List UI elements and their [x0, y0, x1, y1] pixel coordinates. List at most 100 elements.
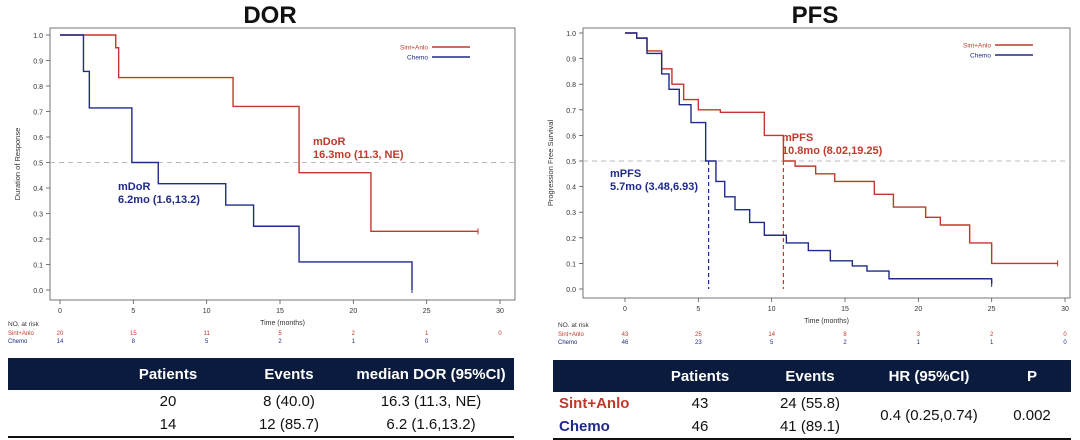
x-tick-label: 15 [841, 306, 849, 313]
risk-value: 2 [278, 339, 282, 345]
pfs-hr-cell: 0.4 (0.25,0.74) [880, 406, 978, 424]
risk-value: 2 [352, 331, 356, 337]
x-tick-label: 30 [1061, 306, 1069, 313]
risk-table-label: NO. at risk [558, 322, 589, 329]
y-tick-label: 0.4 [33, 186, 43, 193]
x-tick-label: 15 [276, 308, 284, 315]
risk-value: 14 [768, 332, 775, 338]
x-tick-label: 5 [696, 306, 700, 313]
median-annotation: 10.8mo (8.02,19.25) [782, 145, 883, 157]
risk-row-name: Chemo [558, 340, 578, 346]
risk-value: 43 [622, 332, 629, 338]
x-tick-label: 20 [914, 306, 922, 313]
risk-value: 14 [57, 339, 64, 345]
y-tick-label: 0.9 [566, 57, 576, 64]
dor-row-label [8, 390, 106, 413]
risk-value: 8 [132, 339, 136, 345]
median-annotation: 5.7mo (3.48,6.93) [610, 181, 698, 193]
plot-frame [49, 27, 516, 301]
risk-value: 5 [205, 339, 209, 345]
risk-value: 3 [917, 332, 921, 338]
median-annotation: mPFS [782, 132, 813, 144]
pfs-events-cell: 24 (55.8) [779, 395, 841, 412]
pfs-header-events: Events [755, 360, 865, 392]
risk-value: 5 [278, 331, 282, 337]
pfs-header-p: P [993, 360, 1071, 392]
risk-value: 0 [425, 339, 429, 345]
risk-value: 0 [498, 331, 502, 337]
y-tick-label: 0.2 [566, 236, 576, 243]
risk-row-name: Sint+Anlo [558, 332, 585, 338]
risk-value: 1 [917, 340, 921, 346]
y-tick-label: 0.8 [33, 84, 43, 91]
pfs-header-hr: HR (95%CI) [865, 360, 993, 392]
pfs-table-corner [553, 360, 645, 392]
dor-row-label [8, 413, 106, 437]
x-tick-label: 10 [768, 306, 776, 313]
x-tick-label: 5 [131, 308, 135, 315]
y-tick-label: 0.0 [33, 288, 43, 295]
x-tick-label: 0 [58, 308, 62, 315]
pfs-row-label-sint: Sint+Anlo [559, 395, 630, 412]
y-tick-label: 0.4 [566, 185, 576, 192]
y-tick-label: 0.1 [33, 263, 43, 270]
series-line-chemo [625, 32, 993, 284]
y-tick-label: 0.6 [33, 135, 43, 142]
y-tick-label: 0.9 [33, 59, 43, 66]
legend-label: Sint+Anlo [400, 45, 428, 52]
dor-table: Patients Events median DOR (95%CI) 20 8 … [8, 358, 514, 438]
risk-row-name: Sint+Anlo [8, 331, 35, 337]
dor-median-cell: 6.2 (1.6,13.2) [386, 416, 476, 433]
risk-row-name: Chemo [8, 339, 28, 345]
legend-label: Chemo [407, 55, 428, 62]
risk-value: 11 [204, 331, 211, 337]
series-line-sint [625, 32, 1058, 265]
risk-value: 2 [990, 332, 994, 338]
x-tick-label: 0 [623, 306, 627, 313]
y-tick-label: 0.6 [566, 133, 576, 140]
x-tick-label: 10 [203, 308, 211, 315]
y-tick-label: 0.8 [566, 82, 576, 89]
x-tick-label: 25 [423, 308, 431, 315]
risk-value: 5 [770, 340, 774, 346]
dor-events-cell: 12 (85.7) [258, 416, 320, 433]
table-row: Sint+Anlo 43 24 (55.8) 0.4 (0.25,0.74) 0… [553, 392, 1071, 424]
risk-value: 20 [57, 331, 64, 337]
y-tick-label: 0.0 [566, 287, 576, 294]
risk-value: 46 [622, 340, 629, 346]
risk-table-label: NO. at risk [8, 321, 39, 328]
table-row: 14 12 (85.7) 6.2 (1.6,13.2) [8, 413, 514, 437]
legend-label: Chemo [970, 53, 991, 60]
risk-value: 1 [352, 339, 356, 345]
dor-table-header: Patients Events median DOR (95%CI) [8, 358, 514, 390]
y-tick-label: 1.0 [566, 31, 576, 38]
pfs-patients-cell: 46 [691, 418, 709, 435]
y-axis-label: Progression Free Survival [546, 120, 555, 207]
risk-value: 23 [695, 340, 702, 346]
risk-value: 15 [130, 331, 137, 337]
dor-median-cell: 16.3 (11.3, NE) [380, 393, 482, 410]
risk-value: 1 [990, 340, 994, 346]
pfs-chart: 0.00.10.20.30.40.50.60.70.80.91.00 5 10 15 2… [546, 27, 1071, 346]
table-row: 20 8 (40.0) 16.3 (11.3, NE) [8, 390, 514, 413]
x-axis-label: Time (months) [804, 318, 849, 325]
y-tick-label: 0.5 [33, 161, 43, 168]
x-tick-label: 20 [349, 308, 357, 315]
risk-value: 8 [843, 332, 847, 338]
y-tick-label: 0.2 [33, 237, 43, 244]
dor-header-patients: Patients [106, 358, 230, 390]
risk-value: 2 [843, 340, 847, 346]
x-tick-label: 25 [988, 306, 996, 313]
y-tick-label: 0.3 [33, 212, 43, 219]
plot-frame [582, 27, 1071, 299]
dor-title: DOR [243, 2, 297, 29]
x-axis-label: Time (months) [260, 320, 305, 327]
dor-events-cell: 8 (40.0) [263, 393, 315, 410]
y-tick-label: 1.0 [33, 33, 43, 40]
risk-value: 25 [695, 332, 702, 338]
pfs-title: PFS [791, 2, 839, 29]
median-annotation: 16.3mo (11.3, NE) [313, 149, 404, 161]
risk-value: 0 [1063, 340, 1067, 346]
pfs-header-patients: Patients [645, 360, 755, 392]
dor-table-corner [8, 358, 106, 390]
